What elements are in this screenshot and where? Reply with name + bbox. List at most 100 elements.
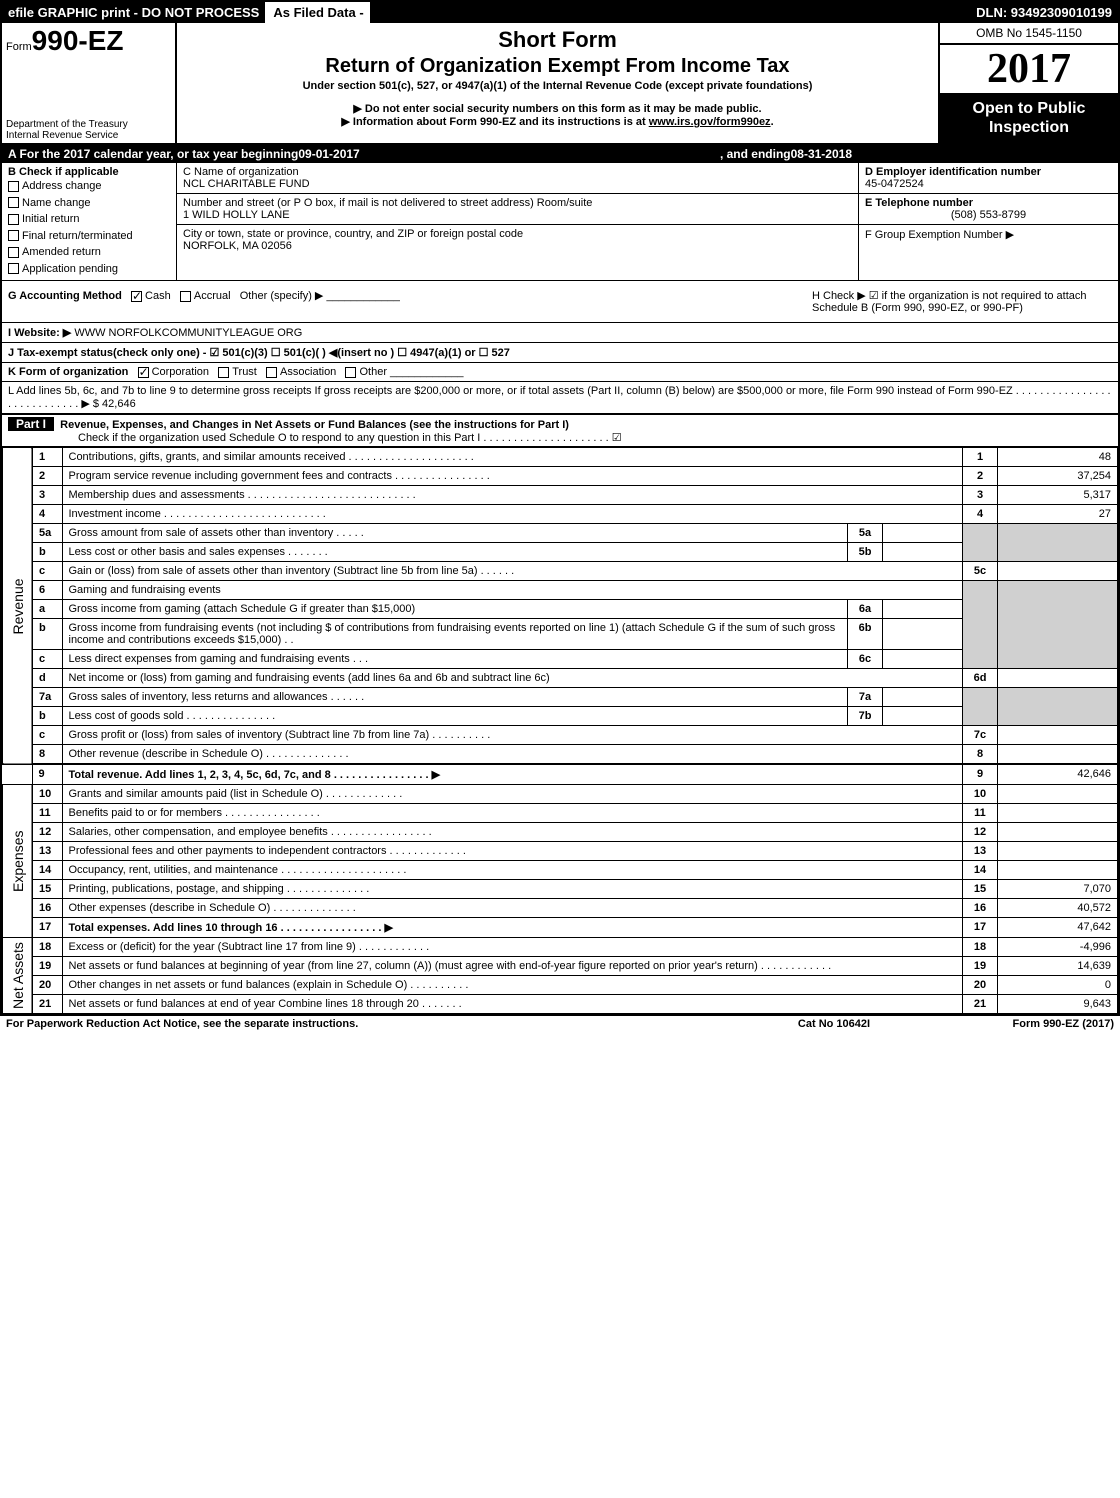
cb-final-return[interactable] [8,230,19,241]
table-row: 21 Net assets or fund balances at end of… [3,995,1118,1014]
address-label: Number and street (or P O box, if mail i… [183,197,852,209]
cb-address-change[interactable] [8,181,19,192]
table-row: 12 Salaries, other compensation, and emp… [3,823,1118,842]
table-row: 11 Benefits paid to or for members . . .… [3,804,1118,823]
financial-lines-table: Revenue 1 Contributions, gifts, grants, … [2,447,1118,1014]
line-3-value: 5,317 [998,486,1118,505]
form-header: Form990-EZ Department of the Treasury In… [2,23,1118,145]
cb-name-change[interactable] [8,197,19,208]
org-name-label: C Name of organization [183,166,852,178]
table-row: 19 Net assets or fund balances at beginn… [3,957,1118,976]
group-exemption: F Group Exemption Number ▶ [859,225,1118,280]
table-row: 9 Total revenue. Add lines 1, 2, 3, 4, 5… [3,764,1118,785]
line-18-value: -4,996 [998,938,1118,957]
address-value: 1 WILD HOLLY LANE [183,209,852,221]
table-row: 13 Professional fees and other payments … [3,842,1118,861]
cb-cash[interactable] [131,291,142,302]
city-value: NORFOLK, MA 02056 [183,240,852,252]
note-info: ▶ Information about Form 990-EZ and its … [187,115,928,128]
line-19-value: 14,639 [998,957,1118,976]
page-footer: For Paperwork Reduction Act Notice, see … [0,1016,1120,1032]
catalog-number: Cat No 10642I [734,1018,934,1030]
form-id-footer: Form 990-EZ (2017) [934,1018,1114,1030]
header-right: OMB No 1545-1150 2017 Open to Public Ins… [938,23,1118,143]
as-filed-label: As Filed Data - [267,2,369,23]
return-title: Return of Organization Exempt From Incom… [187,55,928,78]
line-20-value: 0 [998,976,1118,995]
table-row: c Less direct expenses from gaming and f… [3,650,1118,669]
open-to-public: Open to Public Inspection [940,93,1118,143]
row-website: I Website: ▶ WWW NORFOLKCOMMUNITYLEAGUE … [2,323,1118,343]
cb-initial-return[interactable] [8,214,19,225]
website-value: WWW NORFOLKCOMMUNITYLEAGUE ORG [74,327,302,339]
table-row: Expenses 10 Grants and similar amounts p… [3,785,1118,804]
note-ssn: ▶ Do not enter social security numbers o… [187,102,928,115]
table-row: b Gross income from fundraising events (… [3,619,1118,650]
line-1-value: 48 [998,448,1118,467]
ein-label: D Employer identification number [865,166,1041,178]
expenses-section-label: Expenses [3,785,33,938]
phone-label: E Telephone number [865,197,973,209]
table-row: b Less cost or other basis and sales exp… [3,543,1118,562]
table-row: 16 Other expenses (describe in Schedule … [3,899,1118,918]
row-tax-exempt-status: J Tax-exempt status(check only one) - ☑ … [2,343,1118,363]
period-begin: 09-01-2017 [298,147,359,161]
gross-receipts-value: 42,646 [102,398,136,410]
line-21-value: 9,643 [998,995,1118,1014]
row-gross-receipts: L Add lines 5b, 6c, and 7b to line 9 to … [2,382,1118,414]
table-row: 4 Investment income . . . . . . . . . . … [3,505,1118,524]
phone-value: (508) 553-8799 [865,209,1112,221]
cb-pending[interactable] [8,263,19,274]
table-row: a Gross income from gaming (attach Sched… [3,600,1118,619]
period-end: 08-31-2018 [791,147,852,161]
city-label: City or town, state or province, country… [183,228,852,240]
cb-accrual[interactable] [180,291,191,302]
cb-other-org[interactable] [345,367,356,378]
line-9-total-revenue: 42,646 [998,764,1118,785]
form-prefix: Form [6,41,32,53]
line-17-total-expenses: 47,642 [998,918,1118,938]
table-row: 2 Program service revenue including gove… [3,467,1118,486]
cb-trust[interactable] [218,367,229,378]
table-row: d Net income or (loss) from gaming and f… [3,669,1118,688]
top-bar: efile GRAPHIC print - DO NOT PROCESS As … [2,2,1118,23]
header-left: Form990-EZ Department of the Treasury In… [2,23,177,143]
column-de: D Employer identification number 45-0472… [858,163,1118,280]
tax-year: 2017 [940,45,1118,93]
table-row: 5a Gross amount from sale of assets othe… [3,524,1118,543]
dln-number: DLN: 93492309010199 [970,2,1118,23]
subtitle: Under section 501(c), 527, or 4947(a)(1)… [187,80,928,92]
paperwork-notice: For Paperwork Reduction Act Notice, see … [6,1018,734,1030]
omb-number: OMB No 1545-1150 [940,23,1118,45]
schedule-b-check: H Check ▶ ☑ if the organization is not r… [812,289,1112,314]
ein-value: 45-0472524 [865,178,924,190]
row-accounting-method: G Accounting Method Cash Accrual Other (… [2,281,1118,323]
table-row: 14 Occupancy, rent, utilities, and maint… [3,861,1118,880]
part-1-header: Part I Revenue, Expenses, and Changes in… [2,414,1118,447]
table-row: c Gross profit or (loss) from sales of i… [3,726,1118,745]
row-a-tax-year: A For the 2017 calendar year, or tax yea… [2,145,1118,163]
table-row: Revenue 1 Contributions, gifts, grants, … [3,448,1118,467]
irs-link[interactable]: www.irs.gov/form990ez [649,116,771,128]
department-info: Department of the Treasury Internal Reve… [6,119,128,141]
column-b-checkboxes: B Check if applicable Address change Nam… [2,163,177,280]
org-name-value: NCL CHARITABLE FUND [183,178,852,190]
section-identity: B Check if applicable Address change Nam… [2,163,1118,281]
table-row: Net Assets 18 Excess or (deficit) for th… [3,938,1118,957]
cb-amended[interactable] [8,247,19,258]
column-c-org-info: C Name of organization NCL CHARITABLE FU… [177,163,858,280]
line-15-value: 7,070 [998,880,1118,899]
table-row: c Gain or (loss) from sale of assets oth… [3,562,1118,581]
line-2-value: 37,254 [998,467,1118,486]
cb-association[interactable] [266,367,277,378]
table-row: 3 Membership dues and assessments . . . … [3,486,1118,505]
table-row: 15 Printing, publications, postage, and … [3,880,1118,899]
form-number: 990-EZ [32,25,124,56]
table-row: 20 Other changes in net assets or fund b… [3,976,1118,995]
table-row: 8 Other revenue (describe in Schedule O)… [3,745,1118,765]
table-row: 6 Gaming and fundraising events [3,581,1118,600]
cb-corporation[interactable] [138,367,149,378]
row-form-organization: K Form of organization Corporation Trust… [2,363,1118,382]
revenue-section-label: Revenue [3,448,33,765]
table-row: 17 Total expenses. Add lines 10 through … [3,918,1118,938]
